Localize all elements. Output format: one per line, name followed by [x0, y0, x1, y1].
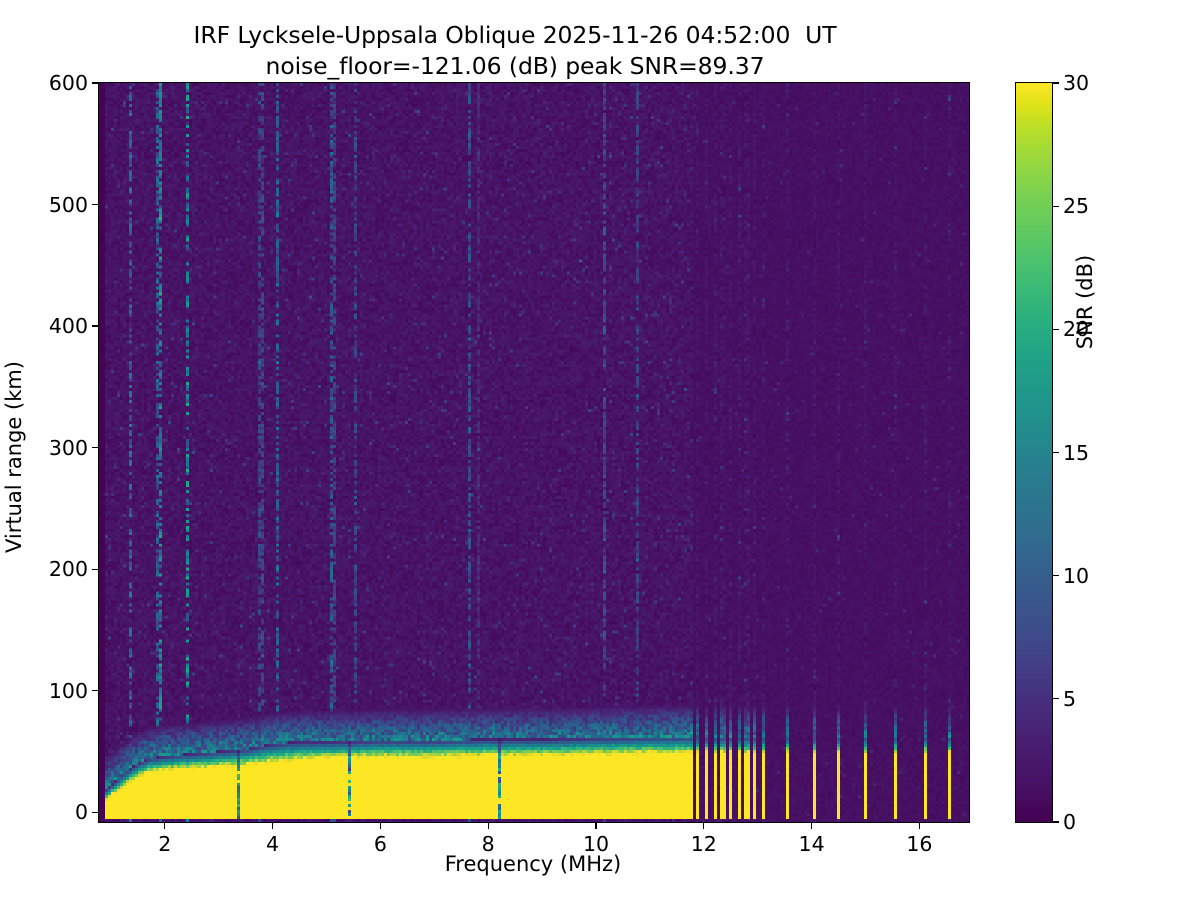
y-tick-mark [92, 446, 99, 449]
figure-title: IRF Lycksele-Uppsala Oblique 2025-11-26 … [0, 20, 1030, 82]
x-tick-label: 14 [798, 832, 825, 856]
x-tick-label: 8 [481, 832, 495, 856]
y-tick-mark [92, 82, 99, 84]
y-tick-label: 100 [48, 678, 88, 703]
y-tick-mark [92, 203, 99, 206]
x-tick-mark [810, 822, 813, 829]
colorbar-tick-mark [1052, 328, 1059, 330]
x-tick-label: 10 [582, 832, 610, 856]
y-tick-label: 300 [48, 435, 88, 460]
x-tick-mark [703, 822, 705, 829]
colorbar-tick-label: 30 [1063, 71, 1090, 95]
colorbar-tick-label: 15 [1063, 440, 1090, 465]
colorbar-tick-mark [1052, 698, 1059, 700]
x-tick-mark [918, 822, 921, 829]
colorbar-tick-label: 10 [1063, 563, 1090, 588]
colorbar-tick-mark [1052, 821, 1059, 823]
x-tick-mark [487, 822, 489, 829]
heatmap-image [99, 83, 969, 822]
x-tick-label: 2 [158, 832, 172, 856]
y-tick-mark [92, 325, 99, 327]
colorbar-tick-label: 0 [1063, 810, 1077, 834]
y-axis-label: Virtual range (km) [2, 360, 26, 554]
x-tick-mark [595, 822, 597, 829]
title-line-1: IRF Lycksele-Uppsala Oblique 2025-11-26 … [193, 21, 837, 49]
plot-axes: 0 100 200 300 400 500 600 2 4 6 8 10 12 14 16 [49, 71, 970, 856]
y-tick-label: 200 [48, 557, 88, 582]
x-tick-label: 16 [906, 832, 933, 856]
y-tick-label: 400 [48, 314, 88, 339]
y-tick-label: 0 [74, 800, 88, 825]
colorbar-tick-mark [1052, 451, 1059, 454]
y-tick-mark [92, 811, 99, 813]
x-tick-mark [271, 822, 274, 829]
x-tick-label: 12 [690, 832, 717, 856]
colorbar-label: SNR (dB) [1073, 254, 1097, 350]
colorbar-tick-mark [1052, 82, 1059, 84]
colorbar-tick-mark [1052, 205, 1059, 207]
y-tick-mark [92, 690, 99, 692]
title-line-2: noise_floor=-121.06 (dB) peak SNR=89.37 [265, 52, 765, 81]
x-tick-label: 6 [373, 832, 387, 856]
colorbar-tick-label: 5 [1063, 686, 1077, 711]
y-tick-label: 600 [48, 71, 88, 95]
colorbar-tick-label: 20 [1063, 317, 1090, 342]
x-tick-label: 4 [266, 832, 280, 856]
colorbar-tick-mark [1052, 575, 1059, 577]
x-axis-label: Frequency (MHz) [444, 852, 622, 876]
x-tick-mark [164, 822, 166, 829]
colorbar-tick-label: 25 [1063, 194, 1090, 219]
y-tick-label: 500 [48, 192, 88, 217]
y-tick-mark [92, 568, 99, 570]
colorbar: 0 5 10 15 20 25 30 [1015, 71, 1089, 834]
x-tick-mark [379, 822, 382, 829]
